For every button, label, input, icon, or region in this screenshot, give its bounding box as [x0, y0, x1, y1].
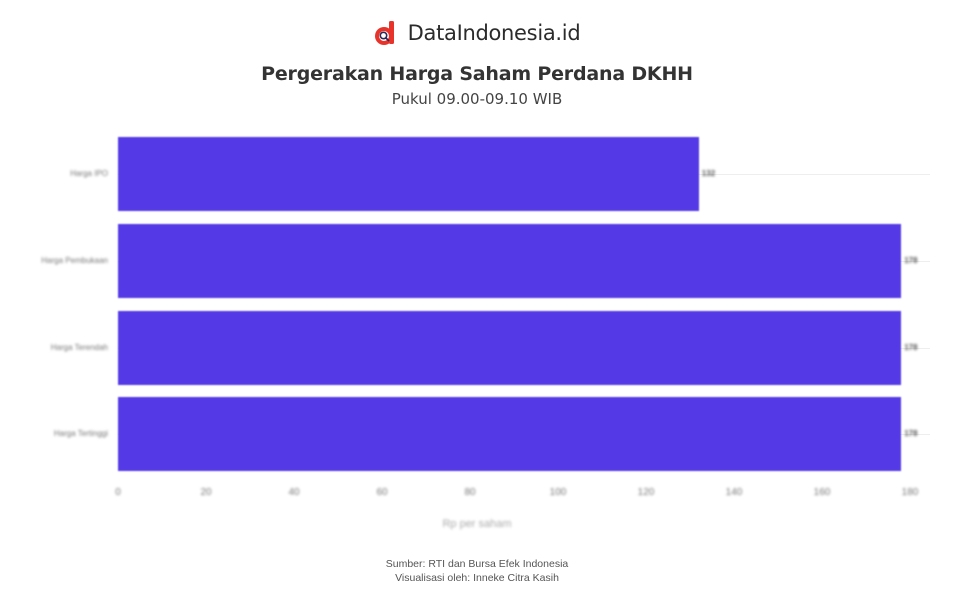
x-tick-label: 80	[464, 487, 476, 498]
x-tick-label: 20	[200, 487, 212, 498]
x-tick-label: 180	[901, 487, 919, 498]
value-label: 178	[904, 256, 918, 265]
chart-subtitle: Pukul 09.00-09.10 WIB	[391, 90, 563, 108]
x-tick-label: 40	[288, 487, 300, 498]
value-label: 178	[904, 429, 918, 438]
plot-area: 132 178 178 178	[118, 130, 930, 478]
x-tick-label: 160	[813, 487, 831, 498]
x-tick-label: 60	[376, 487, 388, 498]
category-label: Harga Pembukaan	[41, 256, 108, 265]
bar-harga-terendah[interactable]	[118, 311, 902, 385]
category-label: Harga Tertinggi	[53, 429, 108, 438]
value-label: 132	[701, 169, 716, 178]
x-tick-label: 100	[549, 487, 567, 498]
x-axis-title: Rp per saham	[442, 518, 512, 530]
category-label: Harga Terendah	[50, 343, 108, 352]
x-tick-label: 120	[637, 487, 655, 498]
x-tick-label: 140	[725, 487, 743, 498]
bar-harga-ipo[interactable]	[118, 137, 699, 211]
credit-text: Visualisasi oleh: Inneke Citra Kasih	[395, 572, 559, 584]
bar-harga-tertinggi[interactable]	[118, 397, 902, 471]
category-label: Harga IPO	[70, 169, 108, 178]
bar-harga-pembukaan[interactable]	[118, 224, 902, 298]
brand-name: DataIndonesia.id	[407, 21, 581, 45]
value-label: 178	[904, 343, 918, 352]
chart-title: Pergerakan Harga Saham Perdana DKHH	[261, 63, 693, 85]
dataindonesia-logo-icon	[374, 20, 398, 46]
source-text: Sumber: RTI dan Bursa Efek Indonesia	[385, 558, 569, 570]
chart-footer: Sumber: RTI dan Bursa Efek Indonesia Vis…	[0, 557, 954, 585]
x-tick-label: 0	[115, 487, 121, 498]
brand-header: DataIndonesia.id	[0, 20, 954, 46]
